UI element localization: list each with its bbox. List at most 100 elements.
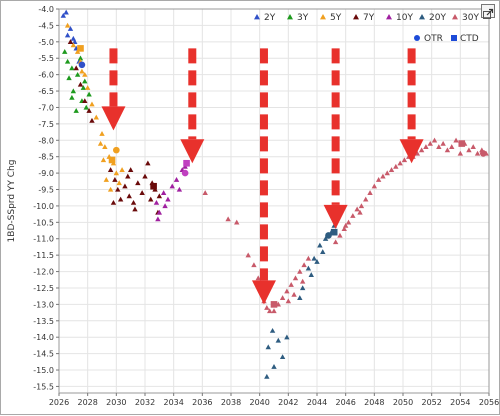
point-3y <box>83 104 89 110</box>
y-tick-label: -6.0 <box>38 71 54 80</box>
legend-label-30y: 30Y <box>462 13 479 23</box>
point-30y <box>375 176 382 182</box>
grid-layer <box>58 8 490 393</box>
point-30y <box>285 298 292 304</box>
point-30y <box>423 144 429 150</box>
expand-icon[interactable] <box>481 4 495 19</box>
otr-marker <box>113 146 120 154</box>
point-7y <box>122 183 128 189</box>
point-30y <box>354 206 360 212</box>
point-30y <box>427 140 433 146</box>
point-5y <box>113 170 120 176</box>
point-3y <box>73 108 79 113</box>
arrow-layer <box>101 48 424 305</box>
point-30y <box>358 203 365 209</box>
point-30y <box>267 308 273 314</box>
point-30y <box>284 288 290 294</box>
legend-label-10y: 10Y <box>396 13 413 23</box>
x-tick-label: 2042 <box>278 398 298 407</box>
x-tick-label: 2038 <box>221 398 241 407</box>
point-7y <box>107 167 114 172</box>
point-20y <box>305 265 312 271</box>
y-tick-label: -4.0 <box>38 5 54 14</box>
y-tick-label: -13.0 <box>33 300 54 309</box>
point-5y <box>99 131 105 136</box>
point-3y <box>74 71 81 77</box>
y-tick-label: -14.5 <box>33 350 54 359</box>
point-20y <box>308 272 314 278</box>
point-5y <box>82 71 88 77</box>
point-30y <box>341 226 347 232</box>
legend-marker-2y <box>254 14 260 20</box>
point-20y <box>284 334 290 340</box>
expand-icon-glyph <box>483 8 494 19</box>
point-7y <box>67 39 74 44</box>
point-2y <box>67 25 74 31</box>
point-3y <box>77 55 84 61</box>
point-2y <box>60 12 66 18</box>
x-tick-label: 2034 <box>163 398 183 407</box>
point-30y <box>292 275 299 281</box>
point-3y <box>80 85 87 90</box>
x-tick-label: 2026 <box>49 398 69 407</box>
point-30y <box>342 222 349 228</box>
point-10y <box>155 216 161 222</box>
point-5y <box>79 68 85 74</box>
point-30y <box>251 262 257 268</box>
point-2y <box>63 9 69 15</box>
point-30y <box>371 183 378 189</box>
y-axis-title: 1BD-SSprd YY Chg <box>7 160 17 243</box>
point-5y <box>84 85 91 90</box>
point-7y <box>110 199 117 205</box>
point-30y <box>449 144 455 150</box>
point-30y <box>350 213 356 218</box>
point-7y <box>132 206 138 212</box>
legend-label-3y: 3Y <box>297 13 309 23</box>
annotation-arrowhead <box>399 139 424 164</box>
x-tick-label: 2044 <box>307 398 327 407</box>
point-3y <box>70 88 77 94</box>
y-tick-label: -9.0 <box>38 169 54 178</box>
x-tick-label: 2036 <box>192 398 212 407</box>
point-5y <box>97 140 104 146</box>
y-tick-label: -8.5 <box>38 153 54 162</box>
point-3y <box>82 78 88 84</box>
annotation-arrowhead <box>323 204 348 229</box>
legend-marker-5y <box>320 14 326 20</box>
point-30y <box>255 275 261 281</box>
point-7y <box>142 173 148 179</box>
point-20y <box>269 327 276 333</box>
point-5y <box>100 157 107 163</box>
annotation-arrowhead <box>251 280 276 305</box>
point-2y <box>64 32 71 38</box>
point-30y <box>337 232 343 238</box>
y-tick-label: -10.5 <box>33 218 54 227</box>
otr-marker <box>325 232 332 239</box>
ctd-marker <box>458 140 466 147</box>
ctd-marker <box>150 182 157 190</box>
point-7y <box>73 65 79 71</box>
point-30y <box>245 252 251 258</box>
otr-marker <box>78 61 86 69</box>
x-tick-label: 2052 <box>421 398 441 407</box>
point-7y <box>126 193 132 199</box>
point-30y <box>305 255 312 261</box>
point-30y <box>345 219 352 225</box>
point-30y <box>301 262 307 268</box>
point-5y <box>107 186 114 192</box>
x-tick-label: 2048 <box>364 398 384 407</box>
point-3y <box>69 94 75 100</box>
point-20y <box>320 249 326 255</box>
y-tick-label: -4.5 <box>38 21 54 30</box>
point-20y <box>299 285 306 291</box>
point-7y <box>135 180 141 186</box>
point-3y <box>64 58 71 64</box>
point-30y <box>466 147 472 153</box>
point-30y <box>288 281 294 287</box>
plot-border <box>58 8 490 394</box>
point-3y <box>86 91 92 97</box>
point-20y <box>311 255 317 261</box>
annotation-arrowhead <box>180 139 205 164</box>
